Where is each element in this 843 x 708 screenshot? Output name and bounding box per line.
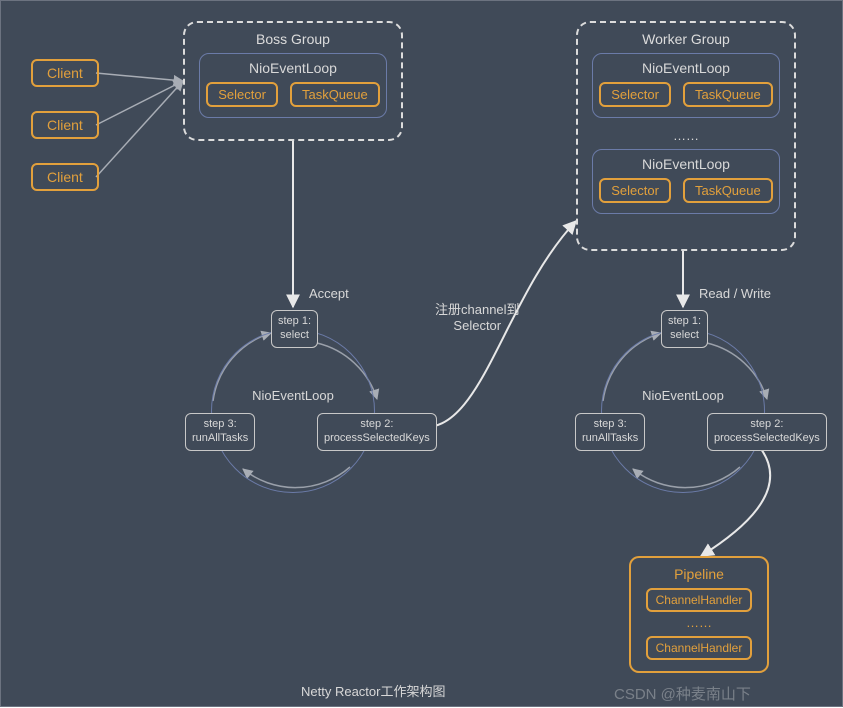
right-loop-circle: NioEventLoop	[601, 329, 765, 493]
boss-selector-chip: Selector	[206, 82, 278, 107]
client-box-1: Client	[31, 59, 99, 87]
arrow-client2	[96, 81, 183, 125]
worker-group-title: Worker Group	[578, 31, 794, 47]
worker-loop-box-2: NioEventLoop Selector TaskQueue	[592, 149, 780, 214]
boss-loop-title: NioEventLoop	[210, 60, 376, 76]
diagram-canvas: Client Client Client Boss Group NioEvent…	[0, 0, 843, 707]
pipeline-handler-1: ChannelHandler	[646, 588, 753, 612]
diagram-caption: Netty Reactor工作架构图	[301, 681, 445, 700]
pipeline-box: Pipeline ChannelHandler …… ChannelHandle…	[629, 556, 769, 673]
left-step2: step 2: processSelectedKeys	[317, 413, 437, 451]
left-step3: step 3: runAllTasks	[185, 413, 255, 451]
client-box-2: Client	[31, 111, 99, 139]
client-label: Client	[47, 169, 83, 185]
worker-loop2-title: NioEventLoop	[603, 156, 769, 172]
worker-loop2-taskqueue: TaskQueue	[683, 178, 773, 203]
client-label: Client	[47, 117, 83, 133]
pipeline-ellipsis: ……	[643, 615, 755, 630]
pipeline-title: Pipeline	[643, 566, 755, 582]
boss-group: Boss Group NioEventLoop Selector TaskQue…	[183, 21, 403, 141]
readwrite-label: Read / Write	[699, 286, 771, 301]
worker-loop2-selector: Selector	[599, 178, 671, 203]
accept-label: Accept	[309, 286, 349, 301]
register-label: 注册channel到 Selector	[435, 299, 520, 333]
right-loop-label: NioEventLoop	[602, 388, 764, 403]
worker-loop-box-1: NioEventLoop Selector TaskQueue	[592, 53, 780, 118]
boss-taskqueue-chip: TaskQueue	[290, 82, 380, 107]
boss-loop-box: NioEventLoop Selector TaskQueue	[199, 53, 387, 118]
client-box-3: Client	[31, 163, 99, 191]
arrow-client1	[96, 73, 183, 81]
left-step1: step 1: select	[271, 310, 318, 348]
boss-group-title: Boss Group	[185, 31, 401, 47]
client-label: Client	[47, 65, 83, 81]
arrow-client3	[96, 81, 183, 177]
worker-loop1-selector: Selector	[599, 82, 671, 107]
left-loop-circle: NioEventLoop	[211, 329, 375, 493]
worker-group: Worker Group NioEventLoop Selector TaskQ…	[576, 21, 796, 251]
pipeline-handler-2: ChannelHandler	[646, 636, 753, 660]
worker-loop1-title: NioEventLoop	[603, 60, 769, 76]
left-loop-label: NioEventLoop	[212, 388, 374, 403]
right-step3: step 3: runAllTasks	[575, 413, 645, 451]
worker-loop1-taskqueue: TaskQueue	[683, 82, 773, 107]
worker-ellipsis: ……	[578, 128, 794, 143]
watermark: CSDN @种麦南山下	[614, 683, 751, 704]
right-step1: step 1: select	[661, 310, 708, 348]
right-step2: step 2: processSelectedKeys	[707, 413, 827, 451]
